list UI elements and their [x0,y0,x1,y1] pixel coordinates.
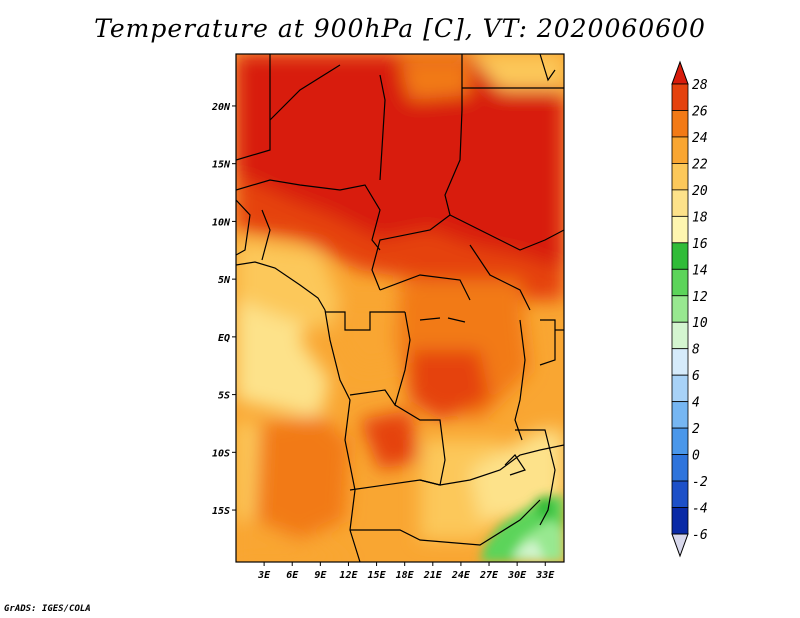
colorbar-label: 22 [692,157,708,172]
y-tick-label: 20N [211,102,231,113]
colorbar-label: -4 [692,502,708,517]
map-frame [235,53,565,563]
x-tick-label: 27E [479,570,499,581]
colorbar-swatch [671,163,689,191]
y-tick-label: EQ [218,333,230,344]
y-tick-label: 15N [212,160,231,171]
x-tick-label: 9E [314,570,327,581]
y-tick-label: 15S [212,506,230,517]
colorbar-label: 28 [692,78,708,93]
colorbar-swatch [671,215,689,244]
colorbar-label: 10 [692,316,708,331]
colorbar-label: 0 [692,449,700,464]
x-tick-label: 30E [507,570,527,581]
x-tick-label: 33E [535,570,555,581]
x-tick-label: 6E [286,570,299,581]
colorbar-label: -6 [692,528,708,543]
colorbar-max-arrow [671,60,689,85]
colorbar-swatch [671,374,689,403]
colorbar-swatch [671,268,689,297]
colorbar-swatch [671,321,689,350]
colorbar-label: 16 [692,237,708,252]
colorbar-swatch [671,454,689,482]
colorbar-swatch [671,136,689,164]
colorbar-swatch [671,348,689,376]
colorbar-label: 14 [692,263,708,278]
colorbar-label: 26 [692,104,708,119]
colorbar-label: 8 [692,343,700,358]
x-tick-label: 24E [451,570,471,581]
country-borders [236,54,564,562]
colorbar-swatch [671,295,689,323]
x-tick-label: 12E [339,570,358,581]
colorbar-label: 18 [692,210,708,225]
y-axis: 20N 15N 10N 5N EQ 5S 10S 15S [211,102,236,517]
y-tick-label: 10N [212,217,231,228]
colorbar-label: 6 [692,369,700,384]
colorbar-swatch [671,189,689,217]
x-tick-label: 15E [368,570,387,581]
colorbar-label: 4 [692,396,700,411]
colorbar-swatch [671,83,689,111]
temperature-field [236,54,564,562]
colorbar-min-arrow [671,533,689,558]
x-tick-label: 18E [396,570,415,581]
colorbar-swatch [671,242,689,270]
colorbar-label: 20 [692,184,708,199]
colorbar-swatch [671,507,689,535]
colorbar-swatch [671,110,689,138]
colorbar-swatch [671,480,689,508]
colorbar-label: 24 [692,131,708,146]
colorbar-label: -2 [692,475,708,490]
chart-title: Temperature at 900hPa [C], VT: 202006060… [94,14,706,43]
y-tick-label: 10S [212,448,230,459]
x-axis: 3E 6E 9E 12E 15E 18E 21E 24E 27E 30E 33E [257,562,555,581]
colorbar-label: 12 [692,290,708,305]
y-tick-label: 5S [218,391,230,402]
colorbar-label: 2 [692,422,700,437]
colorbar-swatch [671,427,689,455]
y-tick-label: 5N [218,275,231,286]
x-tick-label: 21E [423,570,443,581]
x-tick-label: 3E [257,570,271,581]
colorbar-swatch [671,401,689,429]
credit-text: GrADS: IGES/COLA [4,604,91,614]
